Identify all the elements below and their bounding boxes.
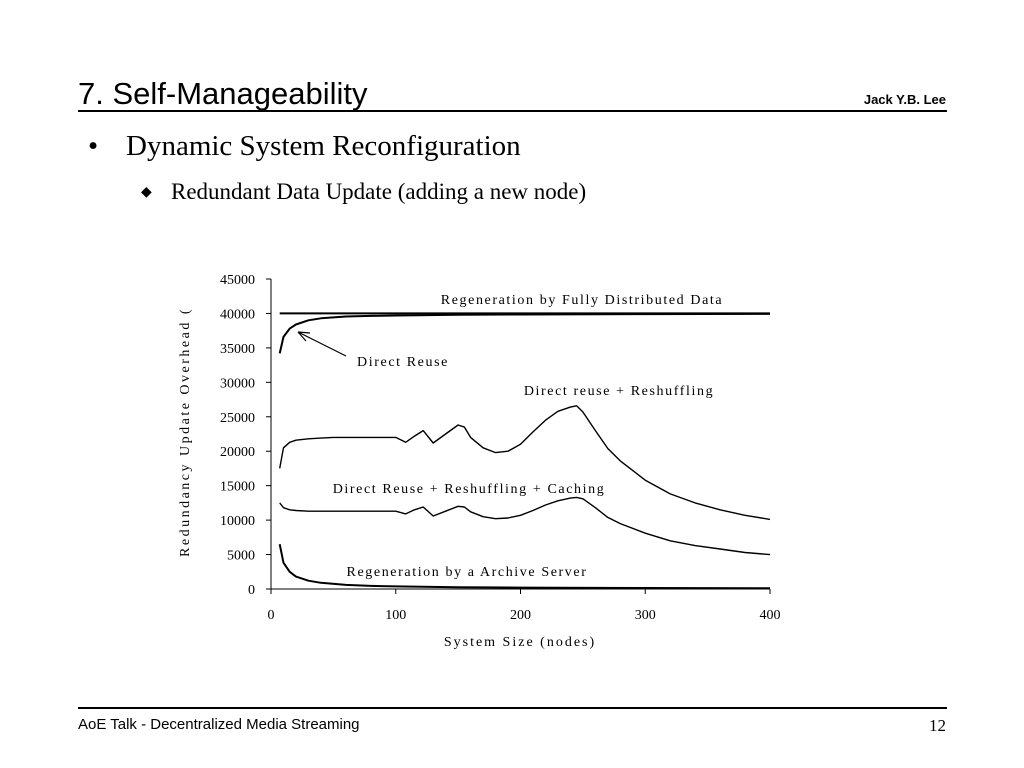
y-tick-label: 45000 [220, 273, 255, 288]
footer-text: AoE Talk - Decentralized Media Streaming [78, 716, 360, 733]
y-tick-label: 30000 [220, 376, 255, 391]
series-label-2: Direct Reuse [357, 355, 449, 370]
y-tick-label: 10000 [220, 514, 255, 529]
x-tick-label: 0 [268, 608, 275, 623]
y-tick-label: 5000 [227, 549, 255, 564]
bullet-level-2: ◆ Redundant Data Update (adding a new nod… [141, 177, 586, 208]
x-tick-label: 300 [635, 608, 656, 623]
bullet-1-text: Dynamic System Reconfiguration [126, 130, 521, 162]
x-tick-label: 400 [760, 608, 781, 623]
author-name: Jack Y.B. Lee [863, 92, 946, 107]
bullet-level-1: • Dynamic System Reconfiguration [88, 128, 521, 164]
bullet-dot-icon: • [88, 130, 99, 162]
x-tick-label: 100 [385, 608, 406, 623]
series-line-2 [278, 312, 771, 354]
x-tick-label: 200 [510, 608, 531, 623]
series-labels: Regeneration by Fully Distributed Data Di… [333, 293, 723, 580]
direct-reuse-arrow-head-icon [297, 331, 311, 342]
x-ticks: 0 100 200 300 400 [268, 589, 781, 623]
page-number: 12 [929, 716, 946, 735]
bullet-2-text: Redundant Data Update (adding a new node… [171, 179, 587, 204]
diamond-bullet-icon: ◆ [141, 185, 152, 200]
series-line-4 [279, 496, 771, 556]
x-axis-label: System Size (nodes) [444, 635, 596, 650]
series-line-3 [279, 405, 771, 521]
direct-reuse-arrow-shaft [297, 331, 347, 357]
series-label-5: Regeneration by a Archive Server [347, 565, 588, 580]
series-lines [278, 312, 771, 590]
series-label-1: Regeneration by Fully Distributed Data [441, 293, 723, 308]
y-tick-label: 35000 [220, 342, 255, 357]
y-ticks: 0 5000 10000 15000 20000 25000 30000 35000 40000… [220, 273, 271, 598]
y-tick-label: 20000 [220, 445, 255, 460]
title-divider [78, 110, 947, 112]
y-tick-label: 15000 [220, 480, 255, 495]
y-axis-label: Redundancy Update Overhead ( [178, 307, 193, 557]
y-tick-label: 25000 [220, 411, 255, 426]
slide-title: 7. Self-Manageability [78, 76, 368, 111]
y-tick-label: 0 [248, 583, 255, 598]
series-line-5 [278, 543, 771, 590]
series-label-3: Direct reuse + Reshuffling [524, 384, 714, 399]
footer-divider [78, 707, 947, 709]
y-tick-label: 40000 [220, 307, 255, 322]
series-label-4: Direct Reuse + Reshuffling + Caching [333, 482, 606, 497]
